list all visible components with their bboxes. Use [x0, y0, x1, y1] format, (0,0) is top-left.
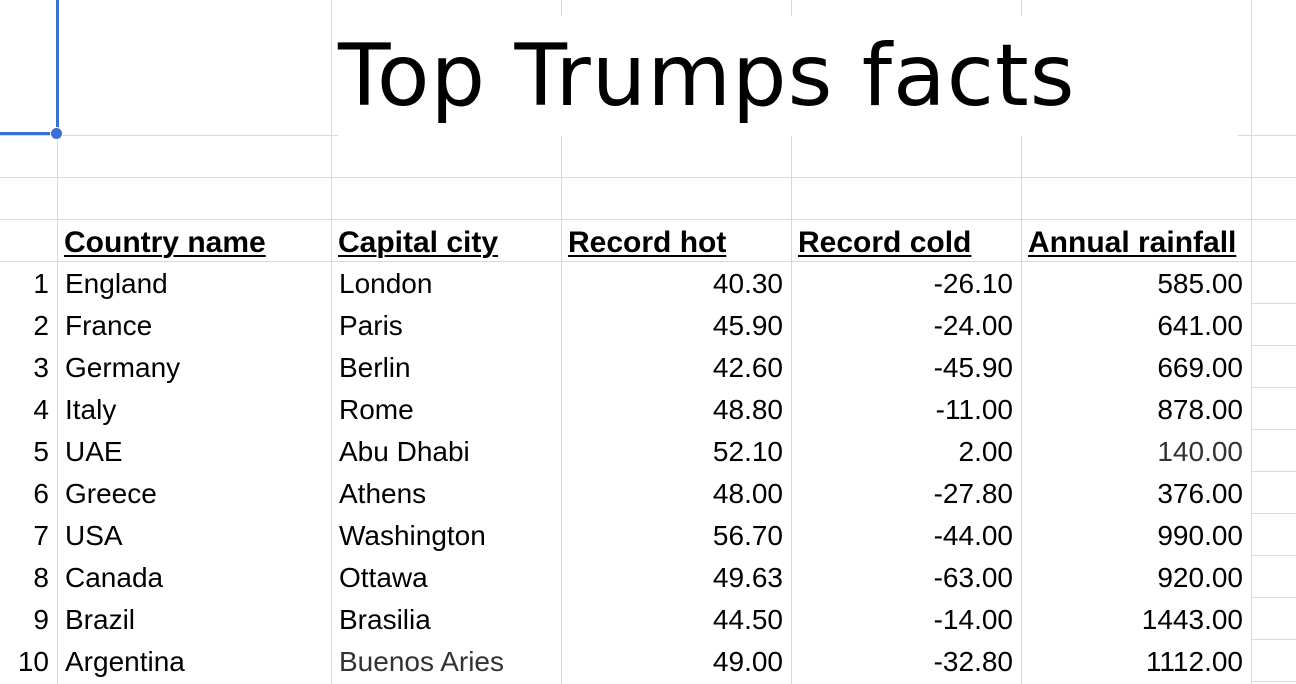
row-index[interactable]: 7 — [0, 515, 57, 557]
gridline — [57, 0, 58, 684]
cell-capital[interactable]: Washington — [332, 515, 561, 557]
cell-record-hot[interactable]: 44.50 — [562, 599, 791, 641]
row-index[interactable]: 2 — [0, 305, 57, 347]
gridline — [791, 0, 792, 684]
cell-country[interactable]: USA — [58, 515, 331, 557]
cell-capital[interactable]: Rome — [332, 389, 561, 431]
cell-record-hot[interactable]: 48.00 — [562, 473, 791, 515]
row-index[interactable]: 9 — [0, 599, 57, 641]
cell-annual-rainfall[interactable]: 585.00 — [1022, 263, 1251, 305]
row-index[interactable]: 5 — [0, 431, 57, 473]
cell-country[interactable]: Canada — [58, 557, 331, 599]
cell-capital[interactable]: Brasilia — [332, 599, 561, 641]
cell-capital[interactable]: Abu Dhabi — [332, 431, 561, 473]
cell-capital[interactable]: London — [332, 263, 561, 305]
gridline — [0, 177, 1296, 178]
cell-record-cold[interactable]: -44.00 — [792, 515, 1021, 557]
cell-record-cold[interactable]: -63.00 — [792, 557, 1021, 599]
cell-record-cold[interactable]: -11.00 — [792, 389, 1021, 431]
selection-fill-handle[interactable] — [50, 127, 63, 140]
cell-annual-rainfall[interactable]: 1112.00 — [1022, 641, 1251, 683]
row-index[interactable]: 3 — [0, 347, 57, 389]
cell-country[interactable]: Argentina — [58, 641, 331, 683]
cell-capital[interactable]: Berlin — [332, 347, 561, 389]
selection-border — [56, 0, 59, 135]
row-index[interactable]: 6 — [0, 473, 57, 515]
cell-capital[interactable]: Ottawa — [332, 557, 561, 599]
cell-record-hot[interactable]: 42.60 — [562, 347, 791, 389]
gridline — [561, 0, 562, 684]
cell-annual-rainfall[interactable]: 376.00 — [1022, 473, 1251, 515]
cell-annual-rainfall[interactable]: 990.00 — [1022, 515, 1251, 557]
gridline — [1251, 0, 1252, 684]
header-record-cold[interactable]: Record cold — [798, 226, 972, 259]
cell-record-cold[interactable]: -24.00 — [792, 305, 1021, 347]
cell-annual-rainfall[interactable]: 920.00 — [1022, 557, 1251, 599]
cell-annual-rainfall[interactable]: 878.00 — [1022, 389, 1251, 431]
cell-record-hot[interactable]: 48.80 — [562, 389, 791, 431]
cell-record-hot[interactable]: 49.63 — [562, 557, 791, 599]
cell-record-cold[interactable]: -14.00 — [792, 599, 1021, 641]
cell-record-cold[interactable]: -32.80 — [792, 641, 1021, 683]
sheet-title[interactable]: Top Trumps facts — [338, 16, 1238, 136]
gridline — [0, 219, 1296, 220]
cell-annual-rainfall[interactable]: 1443.00 — [1022, 599, 1251, 641]
cell-record-cold[interactable]: -27.80 — [792, 473, 1021, 515]
cell-country[interactable]: Italy — [58, 389, 331, 431]
cell-country[interactable]: Greece — [58, 473, 331, 515]
header-annual-rainfall[interactable]: Annual rainfall — [1028, 226, 1237, 259]
row-index[interactable]: 4 — [0, 389, 57, 431]
gridline — [0, 261, 1296, 262]
gridline — [1021, 0, 1022, 684]
cell-country[interactable]: UAE — [58, 431, 331, 473]
header-capital-city[interactable]: Capital city — [338, 226, 499, 259]
cell-record-cold[interactable]: -45.90 — [792, 347, 1021, 389]
cell-country[interactable]: Germany — [58, 347, 331, 389]
cell-record-cold[interactable]: 2.00 — [792, 431, 1021, 473]
cell-capital[interactable]: Paris — [332, 305, 561, 347]
cell-annual-rainfall[interactable]: 669.00 — [1022, 347, 1251, 389]
cell-annual-rainfall[interactable]: 140.00 — [1022, 431, 1251, 473]
cell-capital[interactable]: Buenos Aries — [332, 641, 561, 683]
cell-country[interactable]: France — [58, 305, 331, 347]
cell-record-hot[interactable]: 40.30 — [562, 263, 791, 305]
row-index[interactable]: 8 — [0, 557, 57, 599]
cell-record-hot[interactable]: 45.90 — [562, 305, 791, 347]
row-index[interactable]: 1 — [0, 263, 57, 305]
cell-annual-rainfall[interactable]: 641.00 — [1022, 305, 1251, 347]
cell-record-hot[interactable]: 56.70 — [562, 515, 791, 557]
cell-country[interactable]: England — [58, 263, 331, 305]
selection-border — [0, 132, 58, 135]
gridline — [331, 0, 332, 684]
cell-record-cold[interactable]: -26.10 — [792, 263, 1021, 305]
cell-country[interactable]: Brazil — [58, 599, 331, 641]
cell-record-hot[interactable]: 49.00 — [562, 641, 791, 683]
header-record-hot[interactable]: Record hot — [568, 226, 727, 259]
header-country-name[interactable]: Country name — [64, 226, 266, 259]
row-index[interactable]: 10 — [0, 641, 57, 683]
cell-capital[interactable]: Athens — [332, 473, 561, 515]
cell-record-hot[interactable]: 52.10 — [562, 431, 791, 473]
